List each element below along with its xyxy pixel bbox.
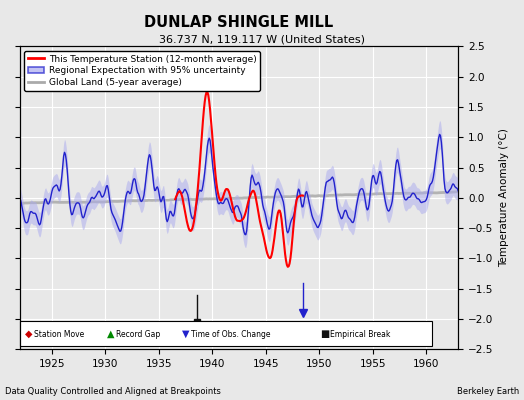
Title: DUNLAP SHINGLE MILL: DUNLAP SHINGLE MILL xyxy=(145,15,334,30)
Text: ▼: ▼ xyxy=(182,329,189,339)
Y-axis label: Temperature Anomaly (°C): Temperature Anomaly (°C) xyxy=(499,128,509,267)
Text: Record Gap: Record Gap xyxy=(116,330,160,339)
Text: Station Move: Station Move xyxy=(34,330,84,339)
Text: ◆: ◆ xyxy=(25,329,32,339)
Text: Empirical Break: Empirical Break xyxy=(330,330,390,339)
Text: ▲: ▲ xyxy=(107,329,115,339)
Text: 36.737 N, 119.117 W (United States): 36.737 N, 119.117 W (United States) xyxy=(159,34,365,44)
Text: Data Quality Controlled and Aligned at Breakpoints: Data Quality Controlled and Aligned at B… xyxy=(5,387,221,396)
Text: ■: ■ xyxy=(320,329,329,339)
Legend: This Temperature Station (12-month average), Regional Expectation with 95% uncer: This Temperature Station (12-month avera… xyxy=(25,51,260,90)
Text: Berkeley Earth: Berkeley Earth xyxy=(456,387,519,396)
Text: Time of Obs. Change: Time of Obs. Change xyxy=(191,330,270,339)
FancyBboxPatch shape xyxy=(20,321,432,346)
